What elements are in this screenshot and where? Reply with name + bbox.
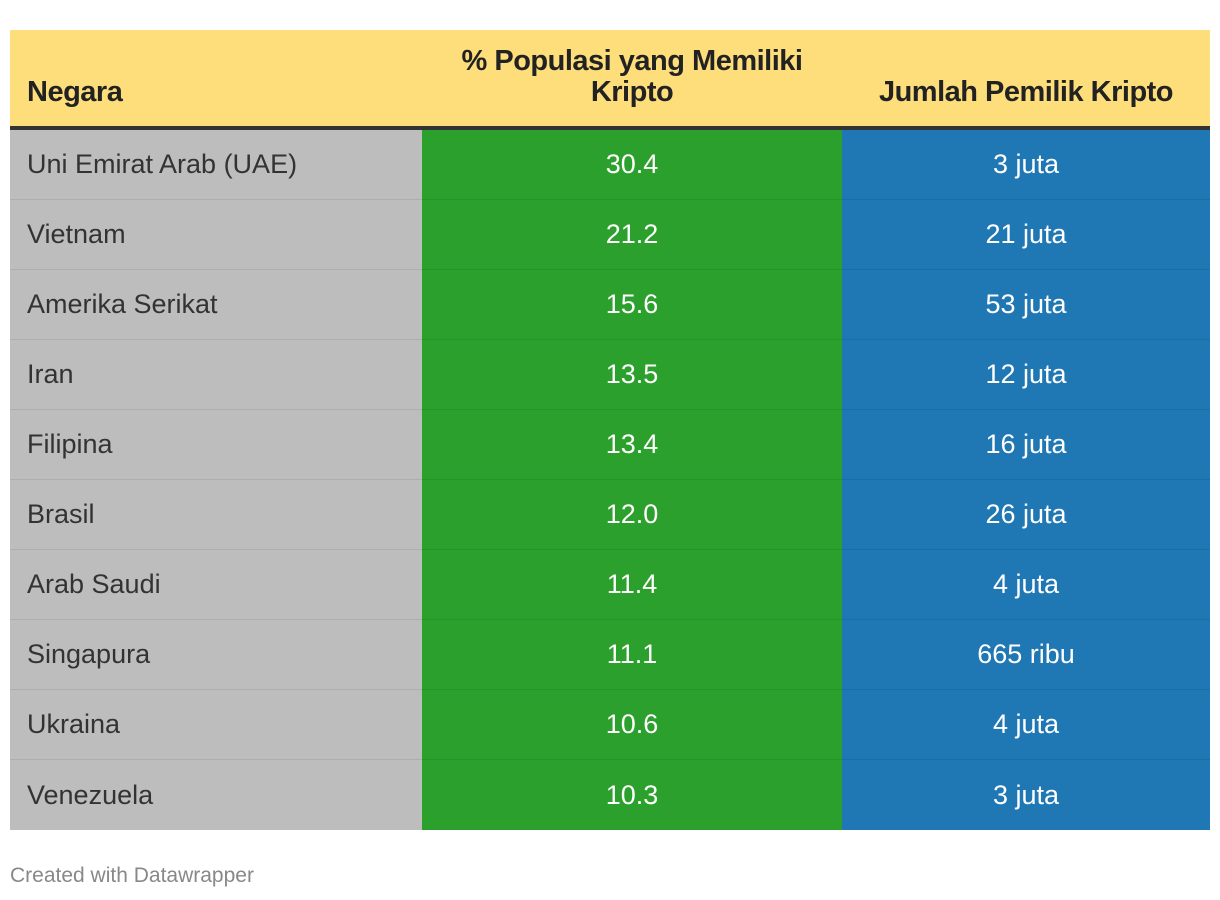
column-header-percent[interactable]: % Populasi yang Memiliki Kripto [461, 45, 803, 108]
cell-owners: 16 juta [842, 410, 1210, 480]
column-header-owners[interactable]: Jumlah Pemilik Kripto [878, 76, 1174, 108]
table-header: Negara % Populasi yang Memiliki Kripto J… [10, 30, 1210, 130]
table-row: Venezuela 10.3 3 juta [10, 760, 1210, 830]
cell-owners: 12 juta [842, 340, 1210, 410]
cell-country: Filipina [10, 410, 422, 480]
table-row: Brasil 12.0 26 juta [10, 480, 1210, 550]
table-row: Amerika Serikat 15.6 53 juta [10, 270, 1210, 340]
cell-country: Arab Saudi [10, 550, 422, 620]
cell-percent: 12.0 [422, 480, 842, 550]
cell-country: Amerika Serikat [10, 270, 422, 340]
cell-country: Uni Emirat Arab (UAE) [10, 130, 422, 200]
cell-percent: 11.4 [422, 550, 842, 620]
cell-owners: 3 juta [842, 130, 1210, 200]
cell-percent: 10.3 [422, 760, 842, 830]
cell-owners: 53 juta [842, 270, 1210, 340]
cell-owners: 21 juta [842, 200, 1210, 270]
cell-percent: 13.5 [422, 340, 842, 410]
cell-owners: 26 juta [842, 480, 1210, 550]
cell-country: Venezuela [10, 760, 422, 830]
table-row: Singapura 11.1 665 ribu [10, 620, 1210, 690]
cell-country: Vietnam [10, 200, 422, 270]
cell-percent: 11.1 [422, 620, 842, 690]
table-body: Uni Emirat Arab (UAE) 30.4 3 juta Vietnam 21… [10, 130, 1210, 830]
table-row: Vietnam 21.2 21 juta [10, 200, 1210, 270]
cell-country: Iran [10, 340, 422, 410]
table-row: Ukraina 10.6 4 juta [10, 690, 1210, 760]
cell-owners: 4 juta [842, 550, 1210, 620]
cell-percent: 30.4 [422, 130, 842, 200]
cell-owners: 3 juta [842, 760, 1210, 830]
table-row: Uni Emirat Arab (UAE) 30.4 3 juta [10, 130, 1210, 200]
cell-percent: 10.6 [422, 690, 842, 760]
table-row: Iran 13.5 12 juta [10, 340, 1210, 410]
table-row: Arab Saudi 11.4 4 juta [10, 550, 1210, 620]
table-row: Filipina 13.4 16 juta [10, 410, 1210, 480]
cell-country: Brasil [10, 480, 422, 550]
column-header-country[interactable]: Negara [27, 76, 123, 108]
cell-percent: 15.6 [422, 270, 842, 340]
cell-percent: 21.2 [422, 200, 842, 270]
cell-owners: 665 ribu [842, 620, 1210, 690]
cell-country: Ukraina [10, 690, 422, 760]
cell-country: Singapura [10, 620, 422, 690]
datawrapper-credit[interactable]: Created with Datawrapper [10, 864, 254, 887]
crypto-ownership-table: Negara % Populasi yang Memiliki Kripto J… [10, 30, 1210, 830]
cell-percent: 13.4 [422, 410, 842, 480]
cell-owners: 4 juta [842, 690, 1210, 760]
